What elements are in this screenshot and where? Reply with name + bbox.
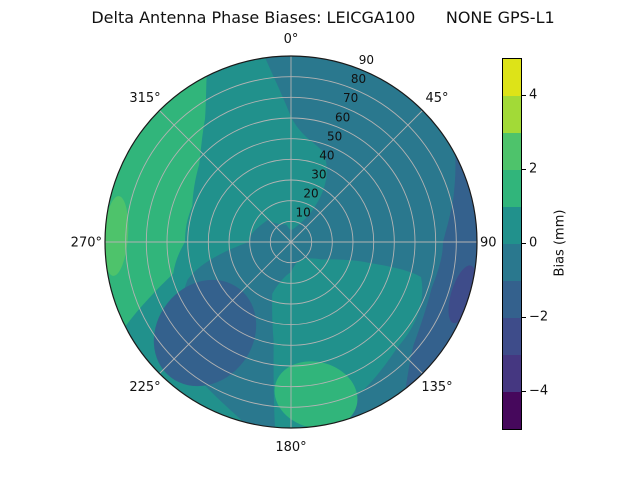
radial-tick-label-60: 60 bbox=[335, 110, 350, 124]
angle-label-45: 45° bbox=[425, 91, 448, 106]
radial-tick-labels: 10 20 30 40 50 60 70 80 90 bbox=[295, 53, 374, 220]
contour-region-minus2-minus1-east-rim bbox=[405, 154, 477, 389]
grid-spoke-315 bbox=[159, 110, 292, 243]
colorbar-tick-label-0: 0 bbox=[529, 235, 538, 251]
colorbar-tick-2 bbox=[521, 168, 526, 170]
grid-spoke-135 bbox=[290, 241, 423, 374]
angle-label-180: 180° bbox=[275, 440, 306, 455]
radial-tick-label-80: 80 bbox=[351, 72, 366, 86]
grid-spoke-225 bbox=[159, 241, 292, 374]
colorbar-axis-label: Bias (mm) bbox=[552, 209, 568, 277]
radial-tick-label-10: 10 bbox=[295, 206, 310, 220]
colorbar-tick-label-minus2: −2 bbox=[529, 309, 549, 325]
radial-tick-label-90: 90 bbox=[359, 53, 374, 67]
polar-grid bbox=[105, 56, 477, 428]
angle-label-135: 135° bbox=[421, 380, 452, 395]
colorbar-tick-label-4: 4 bbox=[529, 87, 538, 103]
colorbar-tick-4 bbox=[521, 94, 526, 96]
colorbar-segment-minus3-minus2 bbox=[503, 318, 521, 355]
contour-region-minus3-minus2-east-rim bbox=[448, 265, 476, 324]
colorbar-segment-0-1 bbox=[503, 207, 521, 244]
angle-labels: 0° 45° 90 135° 180° 225° 270° 315° bbox=[71, 32, 497, 455]
colorbar-segment-3-4 bbox=[503, 96, 521, 133]
colorbar-segment-1-2 bbox=[503, 170, 521, 207]
colorbar-segment-minus5-minus4 bbox=[503, 392, 521, 429]
contour-region-1-2-west-crescent bbox=[105, 76, 207, 327]
grid-spoke-45 bbox=[290, 110, 423, 243]
colorbar-tick-minus2 bbox=[521, 316, 526, 318]
radial-tick-label-40: 40 bbox=[319, 148, 334, 162]
angle-label-90: 90 bbox=[480, 236, 497, 251]
angle-label-270: 270° bbox=[71, 236, 102, 251]
contour-region-1-2-south-blob bbox=[274, 361, 358, 428]
colorbar-tick-label-minus4: −4 bbox=[529, 383, 549, 399]
colorbar-segment-minus2-minus1 bbox=[503, 281, 521, 318]
angle-label-315: 315° bbox=[129, 91, 160, 106]
colorbar-segment-4-5 bbox=[503, 59, 521, 96]
radial-tick-label-70: 70 bbox=[343, 91, 358, 105]
contour-region-2-3-west-rim bbox=[105, 196, 129, 276]
colorbar bbox=[502, 58, 522, 430]
colorbar-segment-2-3 bbox=[503, 133, 521, 170]
plot-title: Delta Antenna Phase Biases: LEICGA100 NO… bbox=[91, 8, 555, 27]
radial-tick-label-30: 30 bbox=[311, 168, 326, 182]
angle-label-0: 0° bbox=[284, 32, 299, 47]
contour-region-minus2-minus1-southwest bbox=[153, 279, 257, 387]
radial-tick-label-50: 50 bbox=[327, 129, 342, 143]
colorbar-segment-minus4-minus3 bbox=[503, 355, 521, 392]
colorbar-segment-minus1-0 bbox=[503, 244, 521, 281]
colorbar-tick-minus4 bbox=[521, 390, 526, 392]
polar-outline bbox=[104, 55, 478, 429]
colorbar-tick-label-2: 2 bbox=[529, 161, 538, 177]
angle-label-225: 225° bbox=[129, 380, 160, 395]
radial-tick-label-20: 20 bbox=[303, 187, 318, 201]
colorbar-tick-0 bbox=[521, 242, 526, 244]
